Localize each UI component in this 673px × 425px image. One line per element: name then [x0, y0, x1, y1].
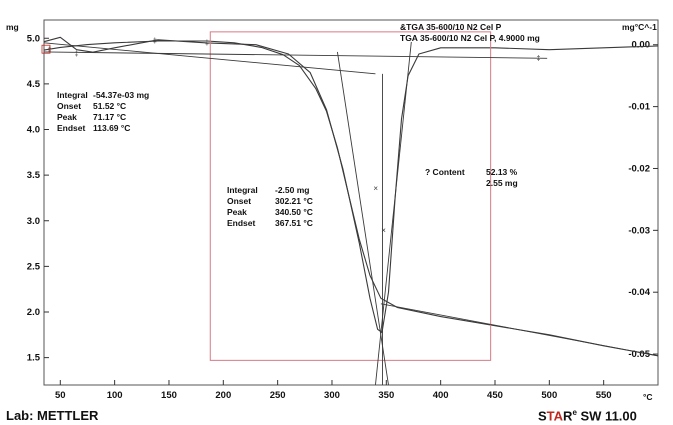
x-tick-label: 150: [161, 390, 177, 401]
axis-ticks: 50 100 150 200 250 300 350 400 450 500 550 1.5 2.0 2.…: [27, 33, 658, 401]
x-tick-label: 450: [487, 390, 503, 401]
x-tick-label: 100: [107, 390, 123, 401]
construction-lines: × × ‡ ‡ ‡ ‡ ‡: [41, 31, 659, 386]
x-tick-label: 350: [378, 390, 394, 401]
y-left-tick-label: 3.5: [27, 170, 41, 181]
evaluation-marker: ‡: [537, 55, 541, 62]
legend-entry-2: TGA 35-600/10 N2 Cel P, 4.9000 mg: [400, 33, 540, 43]
baseline-3: [380, 303, 659, 357]
software-logo-ta: TA: [546, 408, 564, 424]
step2-endset-label: Endset: [227, 218, 256, 228]
annotation-step1: Integral -54.37e-03 mg Onset 51.52 °C Peak…: [57, 90, 149, 134]
x-tick-label: 300: [324, 390, 340, 401]
y-left-tick-label: 1.5: [27, 353, 41, 364]
footer-lab: Lab: METTLER: [6, 408, 99, 423]
tangent-left: [336, 51, 389, 386]
y-left-axis-title: mg: [6, 22, 19, 32]
step2-onset-label: Onset: [227, 196, 252, 206]
step2-integral-value: -2.50 mg: [275, 185, 310, 195]
start-marker-box: [41, 44, 51, 54]
y-left-tick-label: 4.5: [27, 79, 41, 90]
step2-peak-value: 340.50 °C: [275, 207, 313, 217]
y-left-tick-label: 3.0: [27, 216, 40, 227]
step2-onset-value: 302.21 °C: [275, 196, 313, 206]
x-tick-label: 200: [215, 390, 231, 401]
evaluation-marker: ‡: [75, 51, 79, 58]
software-logo-r: R: [563, 408, 573, 424]
tangent-right: [375, 41, 412, 386]
software-logo-e: e: [572, 408, 577, 417]
plot-area-border: [43, 19, 659, 386]
y-right-tick-label: -0.05: [628, 349, 650, 360]
content-mass: 2.55 mg: [486, 178, 518, 188]
y-left-tick-label: 5.0: [27, 33, 40, 44]
y-right-tick-label: -0.04: [628, 287, 650, 298]
software-version: SW 11.00: [576, 408, 637, 424]
content-label: ? Content: [425, 167, 465, 177]
x-tick-label: 50: [55, 390, 66, 401]
x-tick-label: 500: [541, 390, 557, 401]
step1-endset-label: Endset: [57, 123, 86, 133]
step2-integral-label: Integral: [227, 185, 258, 195]
step1-onset-label: Onset: [57, 101, 82, 111]
onset-marker: ×: [373, 184, 378, 193]
step1-endset-value: 113.69 °C: [93, 123, 131, 133]
dtg-curve: [43, 36, 659, 333]
step2-peak-label: Peak: [227, 207, 247, 217]
y-left-tick-label: 2.5: [27, 261, 41, 272]
evaluation-marker: ‡: [47, 47, 51, 54]
series-layer: [43, 36, 659, 357]
baseline-2: [43, 51, 548, 59]
x-tick-label: 400: [433, 390, 449, 401]
step1-peak-label: Peak: [57, 112, 77, 122]
y-right-axis-title: mg°C^-1: [622, 22, 657, 32]
footer-software: STARe SW 11.00: [538, 408, 637, 423]
endset-marker: ×: [381, 226, 386, 235]
baseline-1: [43, 42, 376, 75]
x-axis-unit: °C: [643, 392, 653, 402]
step1-onset-value: 51.52 °C: [93, 101, 127, 111]
evaluation-marker: ‡: [205, 40, 209, 47]
x-tick-label: 250: [270, 390, 286, 401]
y-right-tick-label: -0.03: [628, 225, 650, 236]
plot-frame: [43, 19, 659, 386]
evaluation-limits-box: [209, 31, 492, 361]
legend-entry-1: &TGA 35-600/10 N2 Cel P: [400, 22, 502, 32]
step1-integral-label: Integral: [57, 90, 88, 100]
step2-endset-value: 367.51 °C: [275, 218, 313, 228]
y-left-tick-label: 4.0: [27, 125, 40, 136]
tga-curve: [43, 40, 659, 357]
content-percent: 52.13 %: [486, 167, 518, 177]
y-right-tick-label: -0.01: [628, 102, 650, 113]
x-tick-label: 550: [596, 390, 612, 401]
step1-peak-value: 71.17 °C: [93, 112, 127, 122]
y-left-tick-label: 2.0: [27, 307, 40, 318]
evaluation-marker: ‡: [153, 38, 157, 45]
y-right-tick-label: -0.02: [628, 163, 650, 174]
step1-integral-value: -54.37e-03 mg: [93, 90, 150, 100]
software-logo-s: S: [538, 408, 547, 424]
annotation-step2: Integral -2.50 mg Onset 302.21 °C Peak 340.…: [227, 185, 313, 229]
y-right-tick-label: 0.00: [632, 40, 651, 51]
